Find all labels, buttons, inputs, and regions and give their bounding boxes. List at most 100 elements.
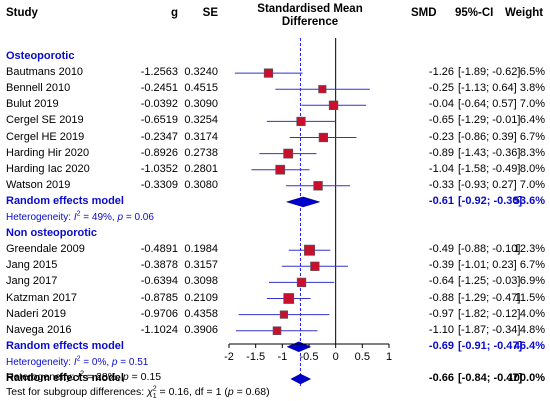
- header-weight: Weight: [505, 7, 544, 19]
- study-weight: 7.0%: [519, 98, 545, 111]
- study-smd: -0.33: [428, 178, 454, 191]
- footer-subgroup-test-part: = 0.16, df = 1 (: [156, 386, 228, 398]
- heterogeneity-text-part: Heterogeneity:: [6, 356, 74, 368]
- summary-label: Random effects model: [6, 339, 124, 352]
- footer-subgroup-test: Test for subgroup differences: χ21 = 0.1…: [6, 385, 270, 401]
- study-g: -0.0392: [140, 98, 178, 111]
- study-name: Cergel SE 2019: [6, 114, 84, 127]
- study-square: [279, 310, 289, 319]
- study-g: -0.3878: [140, 259, 178, 272]
- x-tick-label: 0.5: [354, 351, 370, 363]
- summary-weight: 46.4%: [513, 339, 545, 352]
- heterogeneity-text-part: I: [73, 212, 77, 223]
- study-se: 0.3240: [184, 66, 218, 79]
- study-g: -0.4891: [140, 243, 178, 256]
- summary-smd: -0.69: [428, 339, 454, 352]
- study-ci: [-0.93; 0.27]: [458, 178, 517, 191]
- summary-weight: 53.6%: [513, 194, 545, 207]
- footer-subgroup-test-part: 1: [152, 393, 157, 401]
- study-weight: 6.9%: [519, 275, 545, 288]
- study-ci: [-1.58; -0.49]: [458, 162, 521, 175]
- study-weight: 7.0%: [519, 178, 545, 191]
- study-square: [310, 261, 320, 271]
- study-se: 0.4358: [184, 307, 218, 320]
- heterogeneity-text-part: = 0.51: [117, 356, 149, 368]
- study-smd: -0.89: [428, 146, 454, 159]
- summary-ci: [-0.91; -0.47]: [458, 339, 523, 352]
- footer-heterogeneity-part: = 0.15: [128, 371, 162, 383]
- heterogeneity-text-part: 2: [76, 355, 81, 363]
- header-se: SE: [202, 7, 218, 19]
- subgroup-label: Non osteoporotic: [6, 227, 98, 240]
- study-name: Harding Iac 2020: [6, 162, 90, 175]
- study-square: [318, 132, 329, 143]
- heterogeneity-text: Heterogeneity: I2 = 49%, p = 0.06: [6, 211, 154, 224]
- summary-label: Random effects model: [6, 194, 124, 207]
- study-se: 0.2801: [184, 162, 218, 175]
- study-smd: -0.64: [428, 275, 454, 288]
- study-name: Jang 2015: [6, 259, 58, 272]
- header-g: g: [170, 7, 178, 19]
- heterogeneity-text-part: Heterogeneity:: [6, 212, 74, 223]
- study-name: Bennell 2010: [6, 82, 71, 95]
- study-name: Jang 2017: [6, 275, 58, 288]
- heterogeneity-text-part: I: [73, 356, 77, 368]
- x-tick-label: 1: [385, 351, 393, 363]
- study-se: 0.2109: [184, 291, 218, 304]
- study-ci: [-1.43; -0.36]: [458, 146, 521, 159]
- study-weight: 4.0%: [519, 307, 545, 320]
- study-g: -1.0352: [140, 162, 178, 175]
- study-se: 0.1984: [184, 243, 218, 256]
- summary-diamond: [290, 373, 312, 385]
- heterogeneity-text-part: p: [111, 356, 118, 368]
- study-smd: -0.04: [428, 98, 454, 111]
- study-se: 0.3090: [184, 98, 218, 111]
- study-square: [313, 181, 323, 191]
- summary-smd: -0.61: [428, 194, 454, 207]
- header-study: Study: [6, 7, 38, 19]
- study-smd: -1.10: [428, 323, 454, 336]
- study-smd: -1.26: [428, 66, 454, 79]
- footer-heterogeneity-part: 2: [80, 370, 85, 378]
- header-smd: SMD: [411, 7, 437, 19]
- summary-diamond: [285, 196, 321, 208]
- summary-weight: 100.0%: [507, 372, 545, 384]
- study-square: [296, 116, 306, 126]
- header-ci: 95%-CI: [455, 7, 494, 19]
- study-smd: -0.97: [428, 307, 454, 320]
- study-smd: -0.23: [428, 130, 454, 143]
- summary-ci: [-0.92; -0.30]: [458, 194, 523, 207]
- study-ci: [-0.86; 0.39]: [458, 130, 517, 143]
- study-name: Watson 2019: [6, 178, 71, 191]
- study-g: -0.6394: [140, 275, 178, 288]
- study-g: -0.3309: [140, 178, 178, 191]
- study-square: [296, 277, 307, 288]
- x-tick-label: 0: [332, 351, 339, 363]
- study-square: [318, 85, 327, 94]
- study-weight: 6.4%: [519, 114, 545, 127]
- heterogeneity-text-part: 2: [76, 210, 81, 218]
- heterogeneity-text-part: = 0%,: [80, 356, 112, 368]
- study-weight: 6.7%: [519, 130, 545, 143]
- study-se: 0.3098: [184, 275, 218, 288]
- x-tick-label: -1.5: [246, 351, 266, 363]
- footer-subgroup-test-part: 2: [152, 385, 157, 393]
- subgroup-label: Osteoporotic: [6, 50, 75, 62]
- study-name: Greendale 2009: [6, 243, 85, 256]
- study-se: 0.3080: [184, 178, 218, 191]
- study-se: 0.3157: [184, 259, 218, 272]
- study-weight: 6.7%: [519, 259, 545, 272]
- study-name: Bulut 2019: [6, 98, 59, 111]
- study-se: 0.2738: [184, 146, 218, 159]
- study-weight: 8.3%: [519, 146, 545, 159]
- study-name: Cergel HE 2019: [6, 130, 85, 143]
- heterogeneity-text-part: = 49%,: [80, 212, 118, 223]
- study-g: -0.2347: [140, 130, 178, 143]
- study-g: -0.6519: [140, 114, 178, 127]
- study-ci: [-0.64; 0.57]: [458, 98, 517, 111]
- study-ci: [-1.25; -0.03]: [458, 275, 521, 288]
- x-tick-label: -2: [224, 351, 234, 363]
- study-g: -0.9706: [140, 307, 178, 320]
- study-weight: 6.5%: [519, 66, 545, 79]
